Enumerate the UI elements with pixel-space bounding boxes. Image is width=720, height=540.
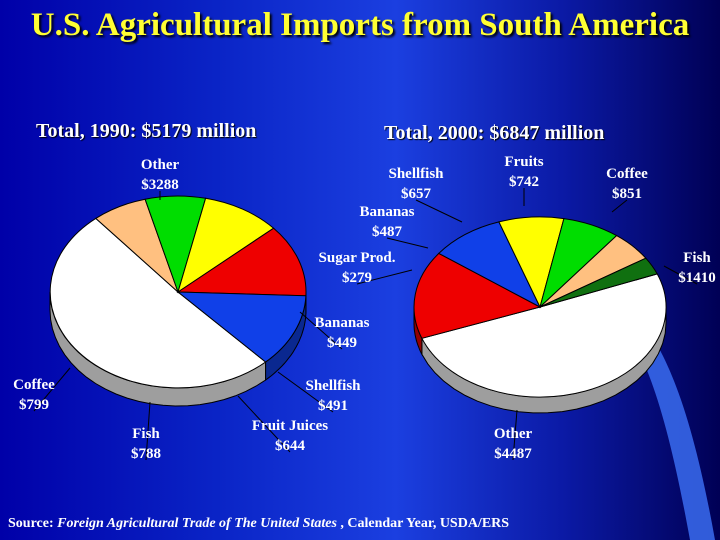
leader-line-other-2000: [512, 409, 518, 461]
slice-label-shellfish-1990: Shellfish: [305, 378, 361, 394]
source-title: Foreign Agricultural Trade of The United…: [57, 516, 337, 531]
slice-label-fish-1990: Fish: [132, 426, 160, 442]
slice-label-fruit-juices-1990: Fruit Juices: [252, 418, 328, 434]
slice-value-sugar-prod-2000: $279: [342, 270, 372, 286]
slice-coffee-2000: [437, 221, 542, 309]
source-suffix: , Calendar Year, USDA/ERS: [340, 516, 510, 531]
leader-line-fish-2000: [663, 265, 698, 285]
slice-label-fruits-2000: Fruits: [504, 154, 543, 170]
pie-2000: Other $4487 Fish $1410 Coffee $851 Fruits $742 S…: [319, 154, 716, 462]
source-prefix: Source:: [8, 516, 54, 531]
slice-fish-1990: [176, 227, 307, 297]
slice-value-fruits-2000: $742: [509, 174, 539, 190]
leader-line-bananas-1990: [299, 311, 343, 350]
slice-label-shellfish-2000: Shellfish: [388, 166, 444, 182]
slice-label-other-2000: Other: [494, 426, 533, 442]
slice-fruit-juices-1990: [177, 197, 275, 294]
leader-line-shellfish-1990: [277, 371, 334, 413]
slice-value-shellfish-2000: $657: [401, 186, 432, 202]
slice-value-other-1990: $3288: [141, 177, 179, 193]
slice-label-coffee-1990: Coffee: [13, 377, 55, 393]
slice-coffee-1990: [176, 291, 307, 363]
chart-1990-title: Total, 1990: $5179 million: [36, 120, 257, 142]
slice-sugar-prod-2000: [539, 257, 658, 308]
slice-label-bananas-1990: Bananas: [314, 315, 369, 331]
slice-fish-2000: [413, 252, 542, 339]
chart-2000-title: Total, 2000: $6847 million: [384, 122, 605, 144]
slice-label-fish-2000: Fish: [683, 250, 711, 266]
leader-line-shellfish-2000: [415, 199, 463, 223]
pie-1990: Other $3288 Bananas $449 Shellfish $491 Fruit …: [13, 157, 369, 462]
source-note: Source: Foreign Agricultural Trade of Th…: [8, 516, 509, 532]
slice-value-fruit-juices-1990: $644: [275, 438, 306, 454]
slice-label-coffee-2000: Coffee: [606, 166, 648, 182]
slice-other-1990: [49, 217, 267, 389]
leader-line-fruit-juices-1990: [237, 395, 291, 453]
leader-line-coffee-2000: [611, 199, 628, 213]
leader-line-fish-1990: [145, 401, 151, 461]
leader-line-sugar-prod-2000: [356, 269, 413, 285]
slice-label-other-1990: Other: [141, 157, 180, 173]
slice-value-shellfish-1990: $491: [318, 398, 348, 414]
slice-value-fish-2000: $1410: [678, 270, 716, 286]
slice-other-2000: [421, 273, 667, 398]
slice-label-sugar-prod-2000: Sugar Prod.: [319, 250, 396, 266]
slice-value-coffee-1990: $799: [19, 397, 49, 413]
slice-value-bananas-1990: $449: [327, 335, 357, 351]
slice-value-other-2000: $4487: [494, 446, 532, 462]
leader-line-coffee-1990: [33, 367, 71, 412]
page-title: U.S. Agricultural Imports from South Ame…: [30, 7, 690, 43]
slice-value-bananas-2000: $487: [372, 224, 403, 240]
slice-value-coffee-2000: $851: [612, 186, 642, 202]
slice-label-bananas-2000: Bananas: [359, 204, 414, 220]
slice-value-fish-1990: $788: [131, 446, 161, 462]
leader-line-bananas-2000: [386, 237, 429, 249]
